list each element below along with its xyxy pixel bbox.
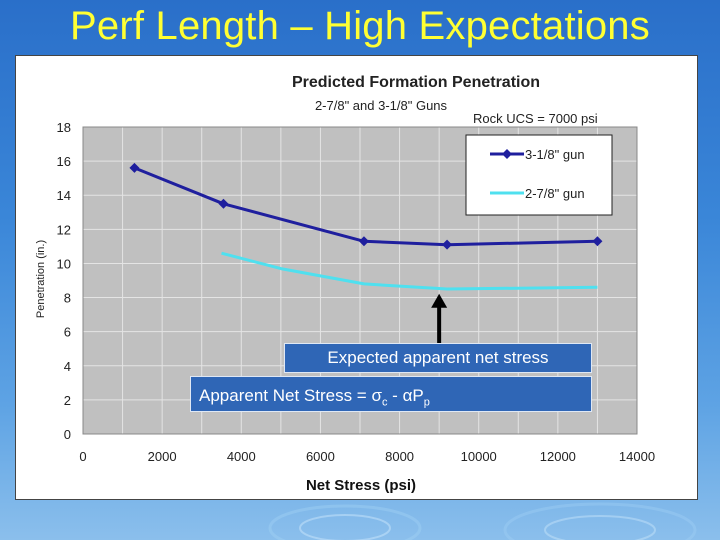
y-tick-label: 18 (57, 120, 71, 135)
formula-sigma: σ (371, 386, 382, 405)
series-marker (129, 162, 140, 173)
y-tick-label: 0 (64, 427, 71, 442)
x-tick-label: 10000 (461, 449, 497, 464)
x-axis-label: Net Stress (psi) (306, 477, 416, 494)
y-tick-label: 4 (64, 359, 71, 374)
formula-alpha: α (402, 386, 413, 405)
formula-dash: - (387, 386, 403, 405)
y-tick-label: 8 (64, 291, 71, 306)
chart-title: Predicted Formation Penetration (292, 74, 540, 91)
x-tick-label: 8000 (385, 449, 414, 464)
y-tick-label: 2 (64, 393, 71, 408)
x-tick-label: 2000 (148, 449, 177, 464)
legend-marker (502, 149, 512, 159)
x-tick-label: 14000 (619, 449, 655, 464)
y-tick-label: 16 (57, 154, 71, 169)
series-marker (218, 198, 229, 209)
plot-border (82, 126, 638, 435)
series-line-2 (221, 251, 598, 291)
series-marker (592, 236, 603, 247)
y-tick-label: 10 (57, 256, 71, 271)
formula-prefix: Apparent Net Stress = (199, 386, 372, 405)
legend-label-2: 2-7/8" gun (525, 186, 585, 201)
y-tick-label: 12 (57, 222, 71, 237)
formula-sub-p: p (423, 396, 430, 409)
net-stress-formula: Apparent Net Stress = σc - αPp (190, 376, 592, 412)
x-tick-label: 4000 (227, 449, 256, 464)
decorative-bubbles (268, 502, 697, 540)
series-marker (442, 239, 453, 250)
chart-legend: 3-1/8" gun 2-7/8" gun (465, 134, 613, 216)
chart-subtitle: 2-7/8" and 3-1/8" Guns (315, 98, 448, 113)
x-tick-label: 0 (79, 449, 86, 464)
y-tick-label: 14 (57, 188, 71, 203)
expected-stress-callout: Expected apparent net stress (284, 343, 592, 373)
y-tick-label: 6 (64, 325, 71, 340)
series-marker (358, 236, 369, 247)
ucs-annotation: Rock UCS = 7000 psi (473, 111, 598, 126)
x-tick-label: 12000 (540, 449, 576, 464)
formula-sub-c: c (381, 396, 388, 409)
x-tick-label: 6000 (306, 449, 335, 464)
legend-box (465, 134, 613, 216)
y-axis-label: Penetration (in.) (35, 240, 47, 318)
chart-frame: Predicted Formation Penetration 2-7/8" a… (15, 55, 698, 500)
slide-title: Perf Length – High Expectations (70, 4, 650, 48)
formula-p-upper: P (412, 386, 424, 405)
legend-label-1: 3-1/8" gun (525, 147, 585, 162)
arrow-head (431, 293, 448, 308)
penetration-chart: Predicted Formation Penetration 2-7/8" a… (35, 74, 655, 494)
